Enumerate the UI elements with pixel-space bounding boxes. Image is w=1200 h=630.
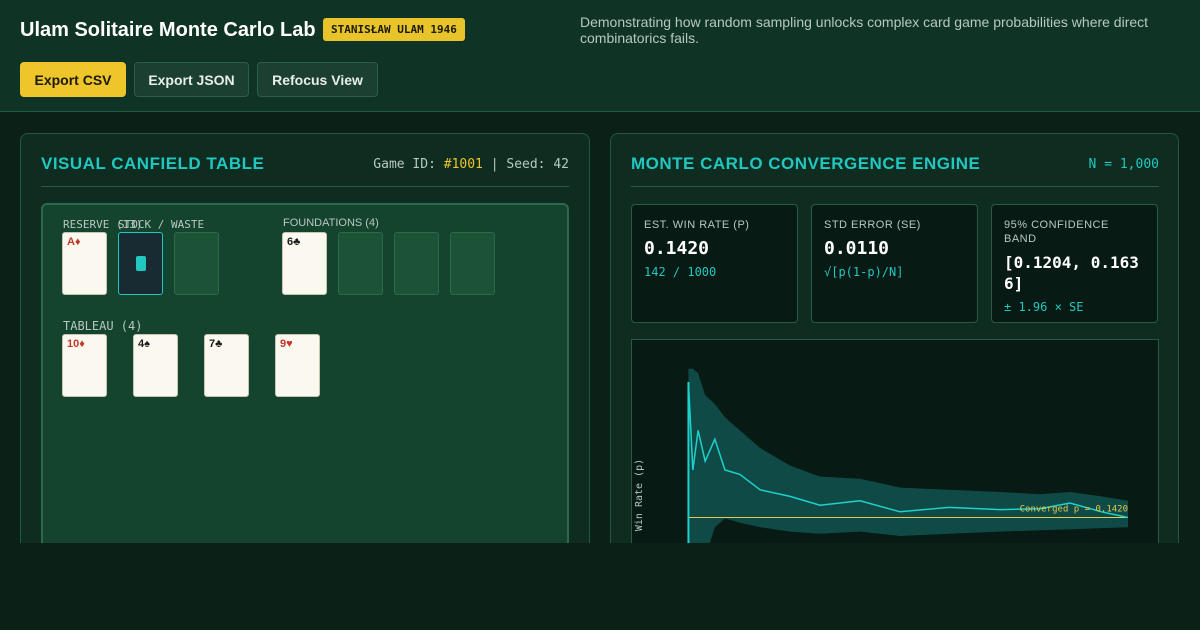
panel-title: MONTE CARLO CONVERGENCE ENGINE (631, 154, 981, 173)
export-json-button[interactable]: Export JSON (134, 62, 249, 97)
waste-slot (174, 232, 219, 295)
tableau-card[interactable]: 4♠ (133, 334, 178, 397)
stock-pile[interactable] (118, 232, 163, 295)
divider (631, 186, 1159, 187)
game-info: Game ID: #1001 | Seed: 42 (373, 157, 569, 172)
badge: STANISŁAW ULAM 1946 (323, 18, 465, 41)
game-id: #1001 (443, 157, 483, 172)
confidence-band (688, 368, 1128, 543)
stat-card: EST. WIN RATE (P) 0.1420 142 / 1000 (631, 204, 798, 323)
reserve-label: RESERVE (13) (63, 218, 143, 231)
reserve-card[interactable]: A♦ (62, 232, 107, 295)
stat-card: 95% CONFIDENCE BAND [0.1204, 0.1636] ± 1.9… (991, 204, 1158, 323)
sample-count: N = 1,000 (1088, 157, 1159, 172)
stat-value: 0.0110 (824, 238, 890, 259)
stat-value: 0.1420 (644, 238, 710, 259)
stat-sub: √[p(1-p)/N] (824, 265, 904, 279)
foundation-card[interactable]: 6♣ (282, 232, 327, 295)
foundations-label: FOUNDATIONS (4) (283, 217, 379, 229)
foundation-slot (450, 232, 495, 295)
stat-sub: 142 / 1000 (644, 265, 717, 279)
tableau-card[interactable]: 10♦ (62, 334, 107, 397)
game-id-label: Game ID: (373, 157, 436, 172)
foundation-slot (338, 232, 383, 295)
stat-sub: ± 1.96 × SE (1004, 300, 1084, 314)
app-title: Ulam Solitaire Monte Carlo Lab (20, 19, 316, 41)
tableau-card[interactable]: 7♣ (204, 334, 249, 397)
stat-label: 95% CONFIDENCE BAND (1004, 219, 1109, 245)
panel-title: VISUAL CANFIELD TABLE (41, 154, 265, 173)
description: Demonstrating how random sampling unlock… (580, 14, 1149, 46)
win-rate-line (687, 381, 1129, 519)
header: Ulam Solitaire Monte Carlo Lab STANISŁAW… (0, 0, 1200, 112)
convergence-chart: Win Rate (p) Converged p = 0.1420 (631, 339, 1159, 543)
stat-label: STD ERROR (SE) (824, 219, 921, 231)
refocus-button[interactable]: Refocus View (257, 62, 378, 97)
export-csv-button[interactable]: Export CSV (20, 62, 126, 97)
tableau-card[interactable]: 9♥ (275, 334, 320, 397)
divider (41, 186, 569, 187)
foundation-slot (394, 232, 439, 295)
app: Ulam Solitaire Monte Carlo Lab STANISŁAW… (0, 0, 1200, 543)
stat-value: [0.1204, 0.1636] (1004, 253, 1139, 293)
stat-label: EST. WIN RATE (P) (644, 219, 750, 231)
tableau-label: TABLEAU (4) (63, 319, 143, 333)
converged-annotation: Converged p = 0.1420 (1020, 505, 1128, 515)
y-axis-label: Win Rate (p) (634, 459, 645, 531)
stock-label: STOCK / WASTE (118, 218, 205, 231)
stat-card: STD ERROR (SE) 0.0110 √[p(1-p)/N] (811, 204, 978, 323)
seed: | Seed: 42 (490, 157, 569, 172)
